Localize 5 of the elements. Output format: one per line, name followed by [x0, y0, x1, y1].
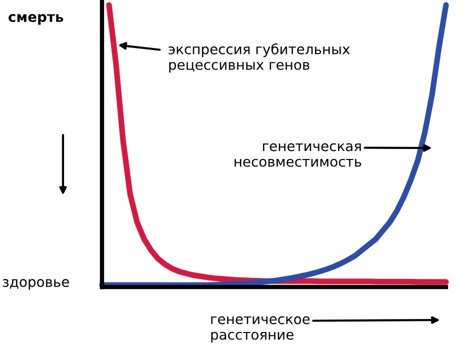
annotation: экспрессия губительных рецессивных генов — [168, 43, 350, 73]
annotation: генетическая несовместимость — [234, 143, 362, 167]
text: генетическое расстояние — [211, 316, 310, 342]
text: смерть — [8, 14, 64, 25]
text: здоровье — [2, 279, 69, 290]
